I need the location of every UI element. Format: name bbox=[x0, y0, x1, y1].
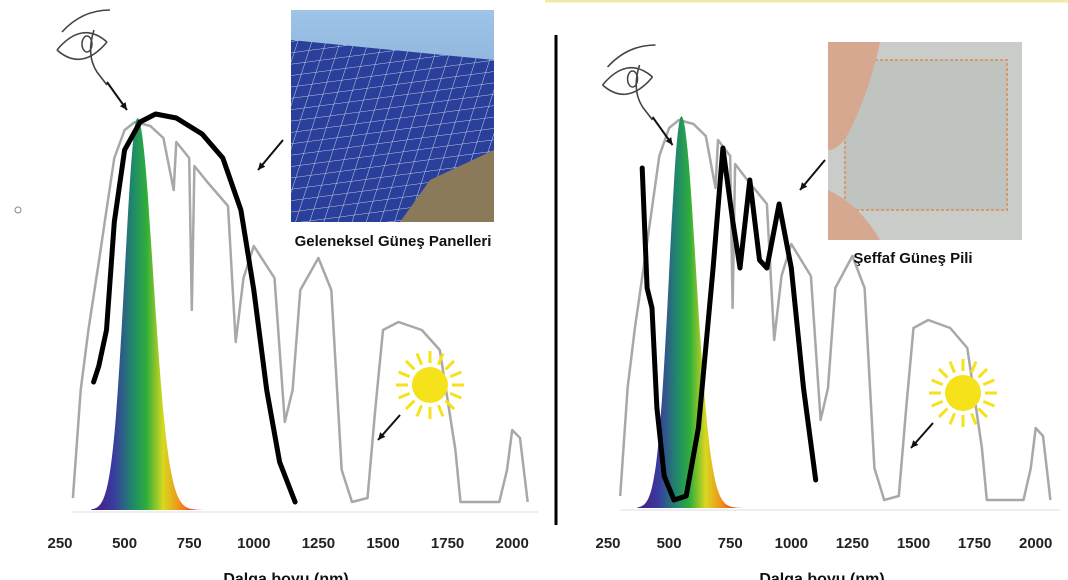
sun-ray bbox=[449, 392, 462, 400]
caption-conventional: Geleneksel Güneş Panelleri bbox=[295, 233, 492, 250]
caption-transparent: Şeffaf Güneş Pili bbox=[853, 250, 972, 267]
sun-ray bbox=[977, 407, 989, 419]
sun-ray bbox=[970, 361, 978, 374]
x-axis-label-right: Dalga boyu (nm) bbox=[759, 571, 884, 580]
sun-icon bbox=[396, 351, 464, 419]
transparent-solar-cell-photo bbox=[828, 42, 1022, 240]
curve-arrow-head bbox=[800, 182, 808, 190]
sun-ray bbox=[404, 399, 416, 411]
sun-disc bbox=[412, 367, 448, 403]
sun-ray bbox=[398, 392, 411, 400]
sun-ray bbox=[444, 359, 456, 371]
sun-ray bbox=[948, 361, 956, 374]
panel-transparent: 250 500 750 1000 1250 1500 1750 2000 bbox=[595, 44, 1061, 552]
sun-ray bbox=[937, 407, 949, 419]
sun-ray bbox=[449, 370, 462, 378]
sun-ray bbox=[982, 378, 995, 386]
x-tick-label: 250 bbox=[595, 535, 620, 552]
panel-conventional: 250 500 750 1000 1250 1500 1750 2000 bbox=[47, 9, 539, 552]
sun-ray bbox=[970, 412, 978, 425]
eye-icon bbox=[56, 9, 110, 86]
sun-arrow-head bbox=[911, 440, 919, 448]
x-tick-label: 1500 bbox=[897, 535, 930, 552]
x-tick-label: 1000 bbox=[237, 535, 270, 552]
x-tick-label: 250 bbox=[47, 535, 72, 552]
eye-icon bbox=[601, 44, 656, 121]
sun-ray bbox=[437, 353, 445, 366]
x-tick-label: 1750 bbox=[958, 535, 991, 552]
visible-spectrum-peak bbox=[637, 116, 743, 508]
absorption-curve bbox=[91, 111, 298, 505]
sun-ray bbox=[415, 404, 423, 417]
sun-arrow-head bbox=[378, 432, 386, 440]
x-tick-label: 1250 bbox=[836, 535, 869, 552]
x-tick-label: 1750 bbox=[431, 535, 464, 552]
x-tick-label: 500 bbox=[657, 535, 682, 552]
sun-ray bbox=[415, 353, 423, 366]
sun-ray bbox=[404, 359, 416, 371]
sun-ray bbox=[982, 400, 995, 408]
sun-ray bbox=[398, 370, 411, 378]
sun-ray bbox=[437, 404, 445, 417]
sun-ray bbox=[931, 400, 944, 408]
sun-ray bbox=[931, 378, 944, 386]
sun-ray bbox=[444, 399, 456, 411]
solar-panels-photo bbox=[291, 10, 494, 222]
x-tick-label: 1250 bbox=[302, 535, 335, 552]
x-tick-label: 2000 bbox=[1019, 535, 1052, 552]
eye-arrow-head bbox=[665, 137, 673, 145]
sun-ray bbox=[948, 412, 956, 425]
x-tick-label: 1000 bbox=[775, 535, 808, 552]
absorption-curve bbox=[639, 145, 819, 503]
x-tick-label: 1500 bbox=[366, 535, 399, 552]
sun-ray bbox=[977, 367, 989, 379]
x-tick-label: 500 bbox=[112, 535, 137, 552]
sun-disc bbox=[945, 375, 981, 411]
sun-icon bbox=[929, 359, 997, 427]
eye-arrow-head bbox=[119, 102, 127, 110]
x-tick-label: 750 bbox=[718, 535, 743, 552]
eye-pupil bbox=[626, 70, 639, 88]
eye-pupil bbox=[81, 35, 93, 53]
sun-ray bbox=[937, 367, 949, 379]
marker-dot bbox=[14, 206, 22, 214]
curve-arrow-head bbox=[258, 162, 266, 170]
x-tick-label: 750 bbox=[177, 535, 202, 552]
visible-spectrum-peak bbox=[91, 118, 203, 510]
x-tick-label: 2000 bbox=[496, 535, 529, 552]
x-axis-label-left: Dalga boyu (nm) bbox=[223, 571, 348, 580]
